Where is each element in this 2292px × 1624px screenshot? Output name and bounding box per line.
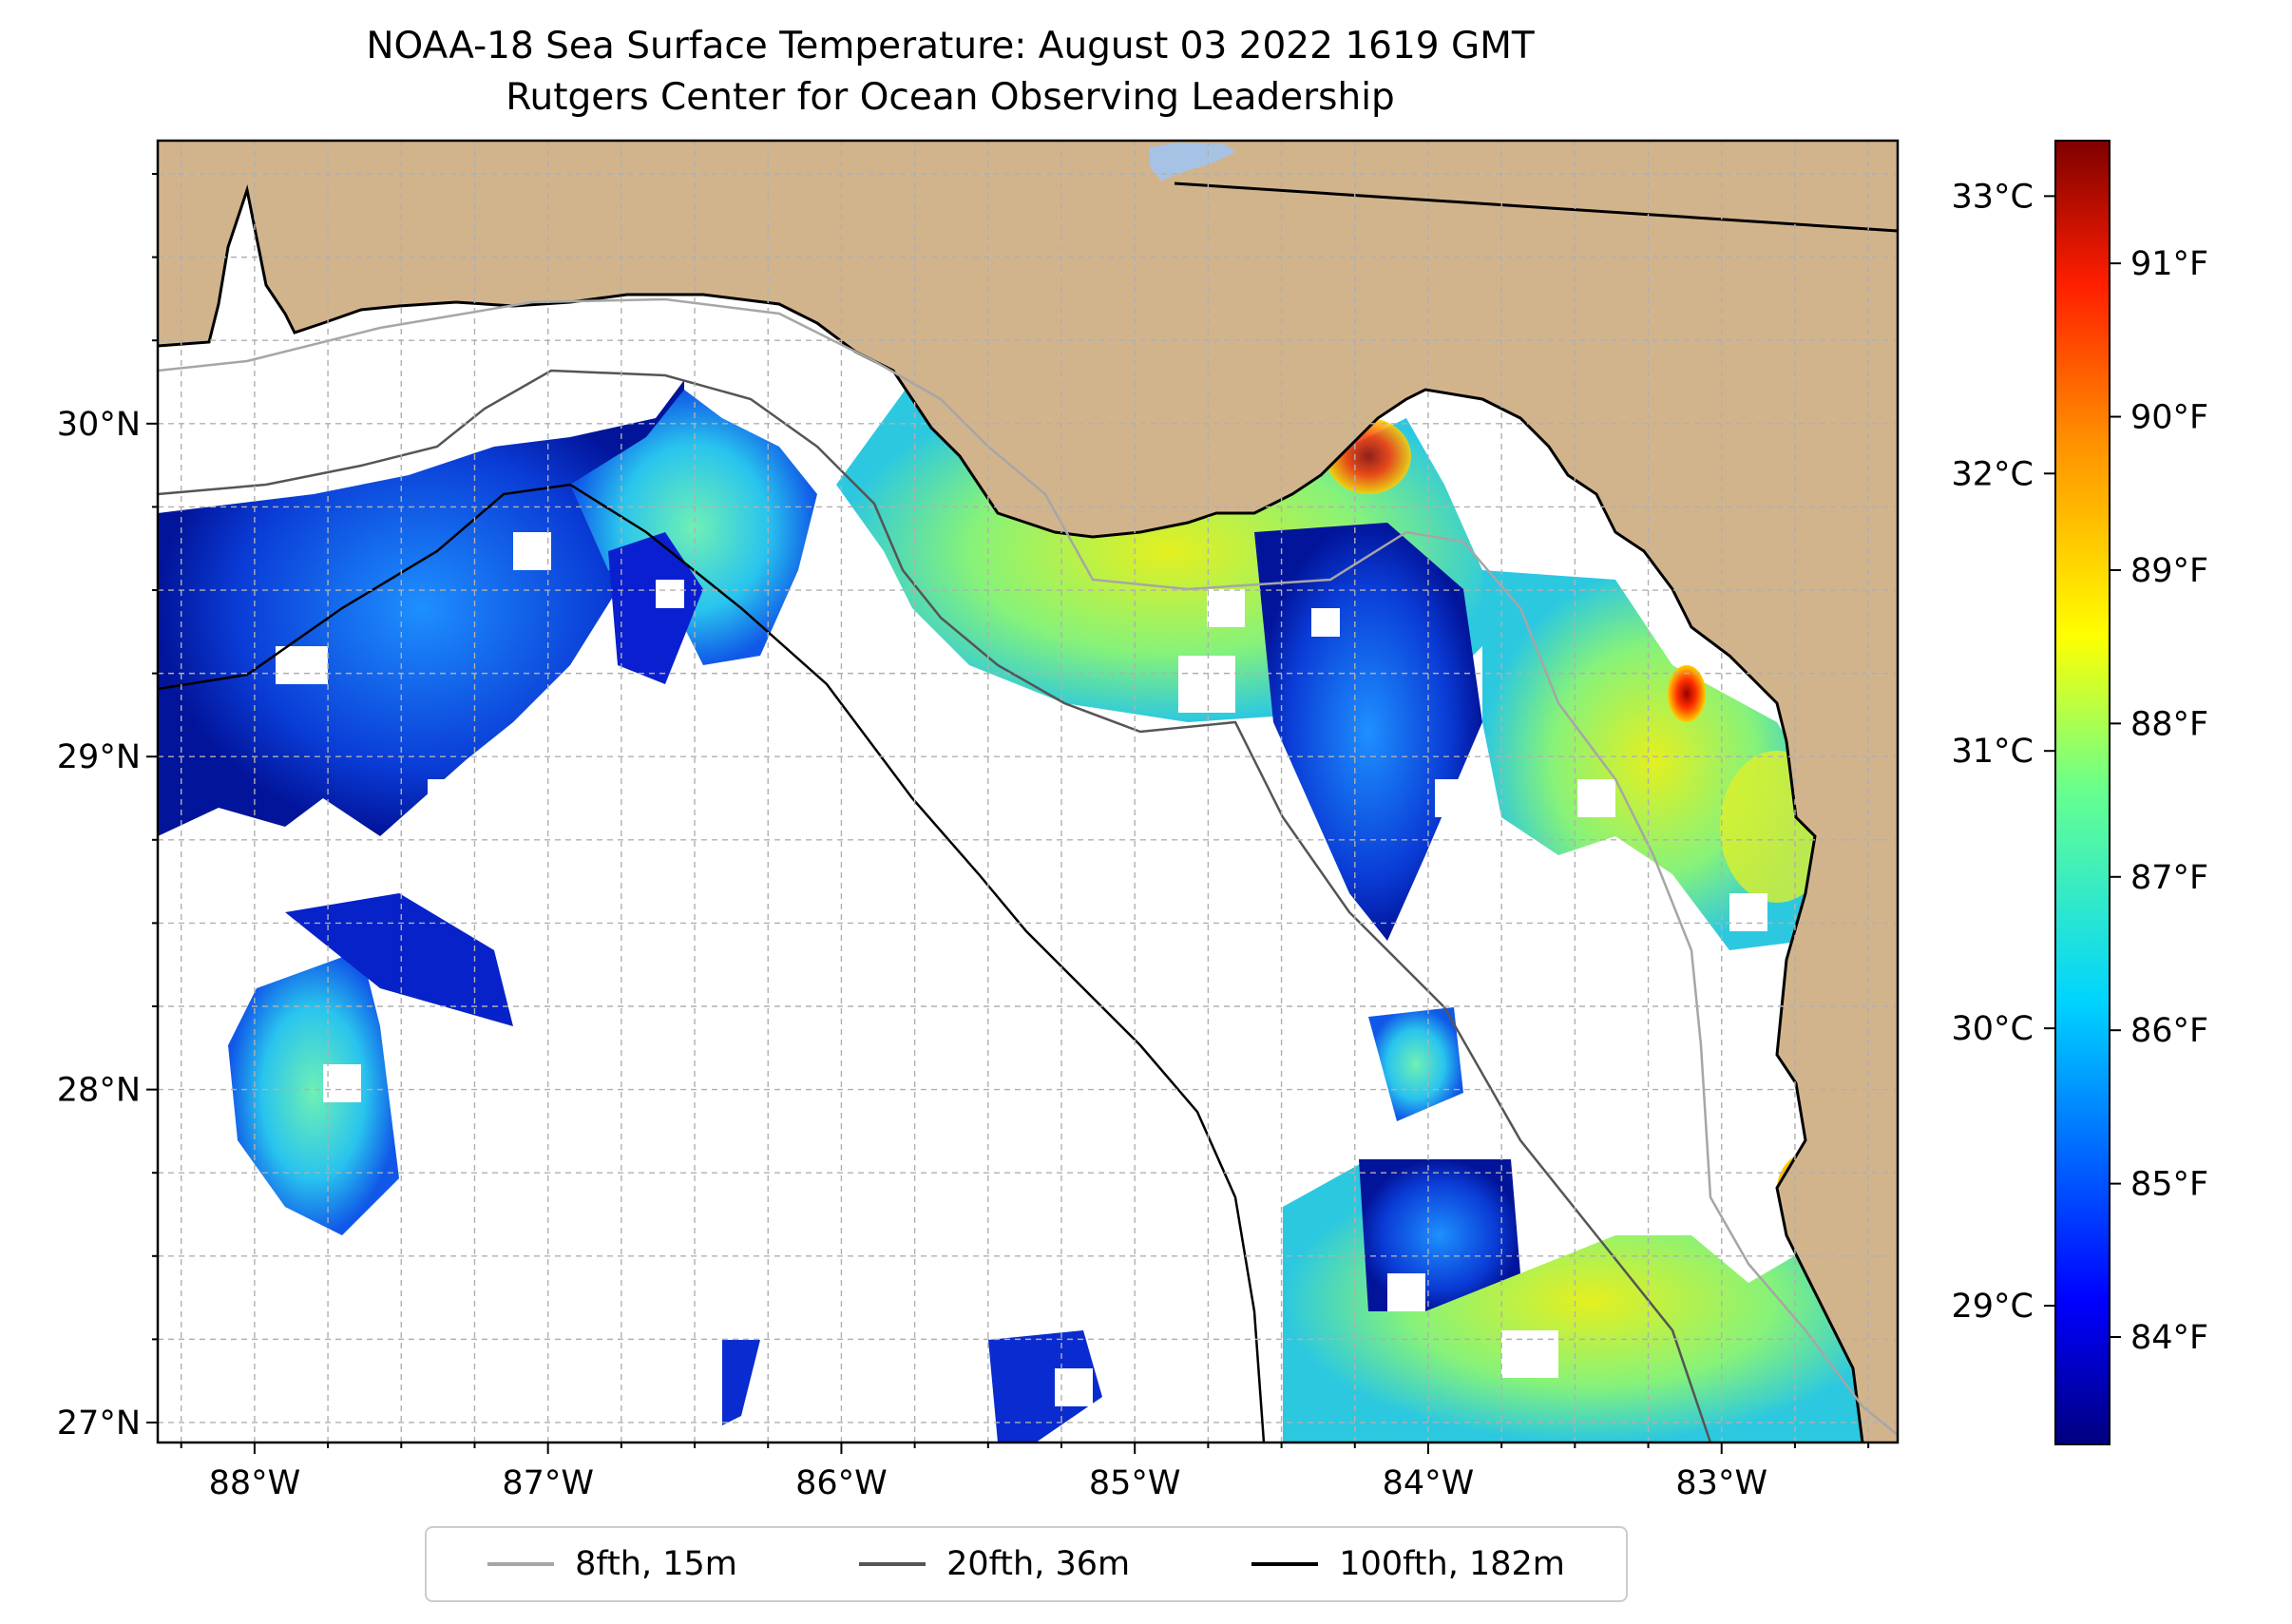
sst-region-southcentral — [988, 1330, 1102, 1442]
colorbar-f-label: 90°F — [2130, 399, 2208, 437]
legend-item-8fth: 8fth, 15m — [487, 1545, 737, 1583]
y-tick-label: 30°N — [57, 406, 141, 444]
colorbar-gradient — [2054, 140, 2111, 1445]
legend-swatch-8fth — [487, 1562, 555, 1566]
isobath-100fth — [158, 483, 1266, 1442]
chart-subtitle: Rutgers Center for Ocean Observing Leade… — [506, 76, 1395, 119]
coastline — [158, 184, 1864, 1442]
legend-label-8fth: 8fth, 15m — [575, 1545, 737, 1583]
colorbar-c-label: 32°C — [1952, 455, 2034, 493]
colorbar-f-label: 86°F — [2130, 1012, 2208, 1050]
sst-hotspot-cedar-key — [1668, 665, 1706, 722]
colorbar-c-label: 29°C — [1952, 1288, 2034, 1326]
legend-label-100fth: 100fth, 182m — [1339, 1545, 1565, 1583]
legend-item-20fth: 20fth, 36m — [859, 1545, 1130, 1583]
x-axis: 88°W 87°W 86°W 85°W 84°W 83°W — [180, 1442, 1870, 1502]
lake — [1150, 143, 1235, 181]
x-tick-label: 83°W — [1675, 1464, 1767, 1502]
legend-swatch-20fth — [859, 1562, 926, 1566]
x-tick-label: 84°W — [1383, 1464, 1475, 1502]
sst-data-layer — [158, 318, 1898, 1442]
colorbar-f-label: 89°F — [2130, 552, 2208, 590]
x-tick-label: 87°W — [502, 1464, 594, 1502]
x-tick-label: 88°W — [209, 1464, 301, 1502]
colorbar-f-label: 87°F — [2130, 859, 2208, 897]
y-tick-label: 28°N — [57, 1072, 141, 1110]
sst-region-mid-south — [1368, 1007, 1463, 1121]
isobath-8fth — [158, 297, 1898, 1436]
land-mass — [158, 141, 1898, 1442]
cloud-gaps — [276, 532, 1767, 1406]
y-tick-label: 29°N — [57, 738, 141, 776]
colorbar-f-label: 85°F — [2130, 1166, 2208, 1204]
colorbar-f-label: 91°F — [2130, 245, 2208, 283]
legend-label-20fth: 20fth, 36m — [946, 1545, 1131, 1583]
map-frame — [156, 139, 1900, 1444]
colorbar-celsius-ticks: 33°C 32°C 31°C 30°C 29°C — [1952, 178, 2055, 1326]
colorbar-c-label: 31°C — [1952, 733, 2034, 771]
y-axis: 30°N 29°N 28°N 27°N — [57, 173, 158, 1442]
chart-title: NOAA-18 Sea Surface Temperature: August … — [366, 25, 1535, 67]
legend-swatch-100fth — [1251, 1562, 1319, 1566]
legend-item-100fth: 100fth, 182m — [1251, 1545, 1565, 1583]
x-tick-label: 85°W — [1089, 1464, 1181, 1502]
y-tick-label: 27°N — [57, 1404, 141, 1442]
colorbar-f-label: 84°F — [2130, 1319, 2208, 1357]
legend: 8fth, 15m 20fth, 36m 100fth, 182m — [425, 1526, 1628, 1602]
state-border — [1174, 182, 1898, 233]
colorbar-fahrenheit-ticks: 91°F 90°F 89°F 88°F 87°F 86°F 85°F 84°F — [2110, 245, 2208, 1357]
x-tick-label: 86°W — [795, 1464, 888, 1502]
sst-region-ne-offshore — [570, 390, 817, 665]
sst-region-southwest — [228, 950, 399, 1235]
colorbar-c-label: 30°C — [1952, 1010, 2034, 1048]
sst-region-small — [722, 1340, 760, 1425]
colorbar-c-label: 33°C — [1952, 178, 2034, 216]
gridlines — [158, 141, 1898, 1442]
map-area — [158, 141, 1898, 1442]
isobath-20fth — [158, 369, 1712, 1442]
sst-region-sw-dark — [285, 893, 513, 1026]
colorbar-f-label: 88°F — [2130, 705, 2208, 743]
sst-region-west — [158, 380, 684, 836]
colorbar: 33°C 32°C 31°C 30°C 29°C 91°F 90°F 89°F 88°F 87°… — [1952, 140, 2208, 1445]
